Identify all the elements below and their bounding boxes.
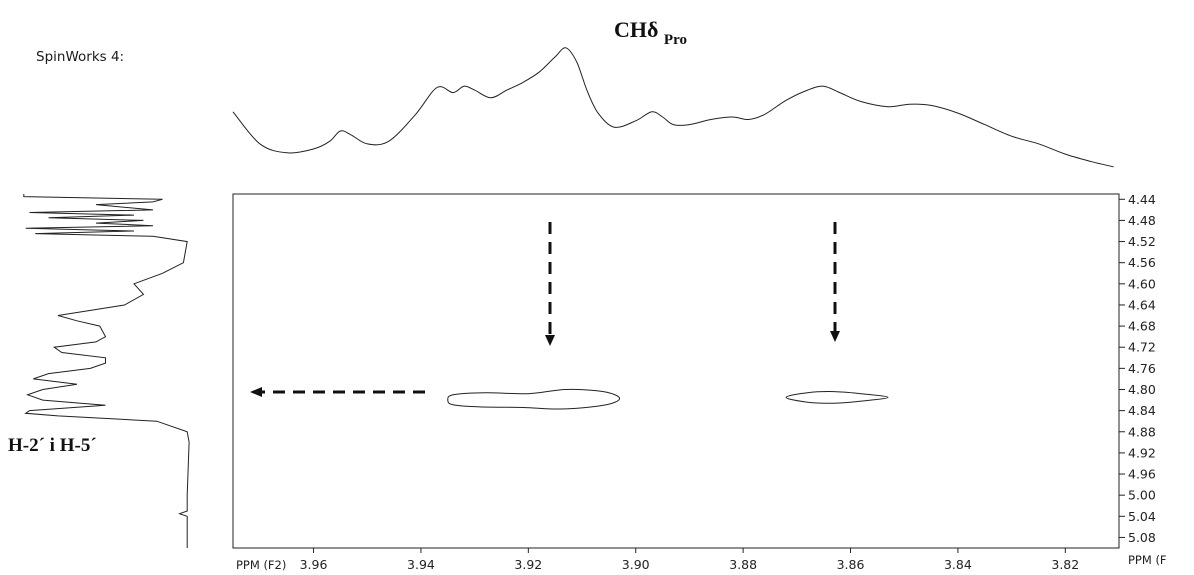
x-tick-label: 3.90 <box>622 557 650 572</box>
y-axis: 4.44 4.48 4.52 4.56 4.60 4.64 4.68 4.72 4.76 4.80… <box>1119 192 1167 567</box>
y-tick-label: 4.68 <box>1128 319 1156 334</box>
x-tick-label: 3.92 <box>514 557 542 572</box>
x-axis-label: PPM (F2) <box>236 558 286 572</box>
x-tick-label: 3.84 <box>944 557 972 572</box>
y-tick-label: 4.44 <box>1128 192 1156 207</box>
y-tick-label: 4.60 <box>1128 276 1156 291</box>
peak-label-left: H-2´ i H-5´ <box>8 435 97 456</box>
y-tick-label: 4.88 <box>1128 424 1156 439</box>
y-tick-label: 4.52 <box>1128 234 1156 249</box>
y-tick-label: 4.48 <box>1128 213 1156 228</box>
x-axis: 3.96 3.94 3.92 3.90 3.88 3.86 3.84 3.82 PPM (F2) <box>236 548 1079 572</box>
x-tick-label: 3.82 <box>1051 557 1079 572</box>
app-label: SpinWorks 4: <box>36 49 124 65</box>
plot-frame <box>232 193 1120 549</box>
y-tick-label: 4.84 <box>1128 403 1156 418</box>
x-tick-label: 3.88 <box>729 557 757 572</box>
y-tick-label: 4.76 <box>1128 361 1156 376</box>
y-tick-label: 4.56 <box>1128 255 1156 270</box>
y-tick-label: 4.92 <box>1128 445 1156 460</box>
y-axis-label: PPM (F <box>1128 553 1167 567</box>
x-tick-label: 3.86 <box>837 557 865 572</box>
arrowhead-left <box>250 387 262 397</box>
y-tick-label: 4.96 <box>1128 467 1156 482</box>
y-tick-label: 4.80 <box>1128 382 1156 397</box>
y-tick-label: 5.08 <box>1128 530 1156 545</box>
peak-label-top: CHδ Pro <box>614 17 687 48</box>
peak-label-top-main: CHδ <box>614 17 658 42</box>
peak-label-top-sub: Pro <box>664 32 687 48</box>
arrowhead-down-1 <box>545 335 555 346</box>
left-projection-trace <box>23 194 190 548</box>
x-tick-label: 3.96 <box>300 557 328 572</box>
cross-peak-2-contour <box>785 391 889 404</box>
y-tick-label: 4.64 <box>1128 297 1156 312</box>
annotation-arrows <box>250 222 840 397</box>
y-tick-label: 5.04 <box>1128 509 1156 524</box>
y-tick-label: 4.72 <box>1128 340 1156 355</box>
x-tick-label: 3.94 <box>407 557 435 572</box>
cross-peak-1-contour <box>447 388 621 410</box>
top-projection-trace <box>232 47 1114 168</box>
y-tick-label: 5.00 <box>1128 488 1156 503</box>
arrowhead-down-2 <box>830 331 840 342</box>
contour-layer <box>447 388 889 410</box>
